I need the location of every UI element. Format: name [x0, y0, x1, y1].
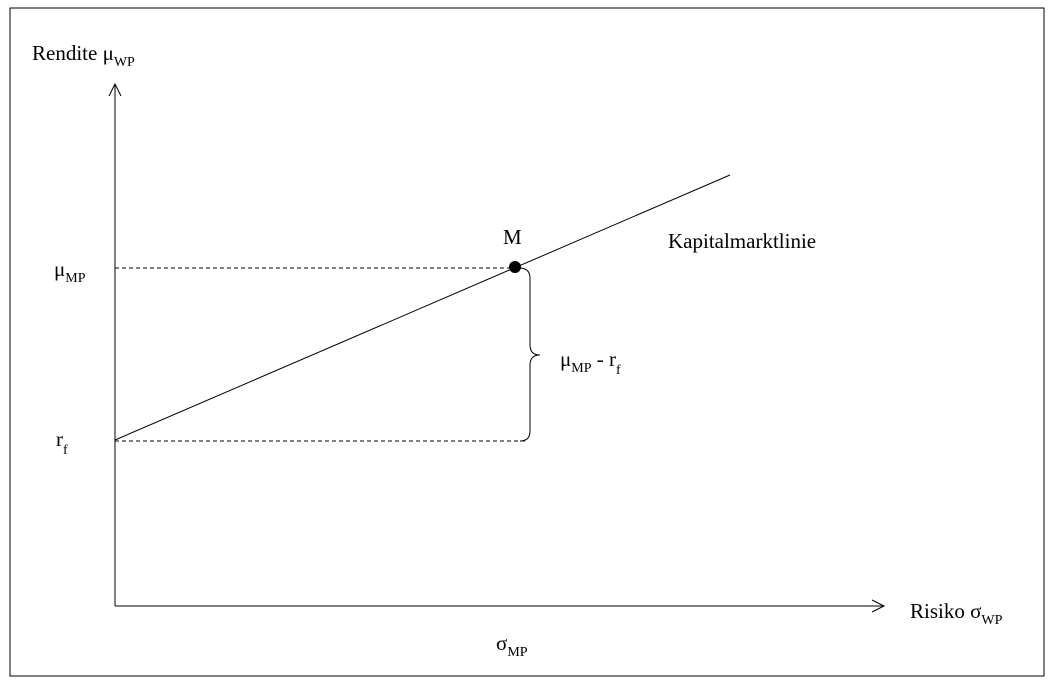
- y-arrow: [108, 82, 122, 97]
- label-text: Risiko σ: [910, 599, 981, 623]
- frame: [9, 7, 1045, 677]
- capital-market-line: [114, 174, 731, 441]
- y-axis-label: Rendite μWP: [32, 41, 135, 70]
- sigma-mp-label: σMP: [496, 631, 528, 660]
- x-arrow: [871, 599, 886, 613]
- label-text: r: [56, 427, 63, 451]
- label-sub: MP: [65, 271, 85, 286]
- label-sub: WP: [114, 55, 135, 70]
- label-text: σ: [496, 631, 507, 655]
- label-text: μ: [560, 347, 571, 371]
- market-point: [509, 261, 521, 273]
- label-text: - r: [592, 347, 617, 371]
- label-text: μ: [54, 257, 65, 281]
- line-label: Kapitalmarktlinie: [668, 229, 816, 253]
- label-sub: WP: [981, 613, 1002, 628]
- label-sub: MP: [507, 645, 527, 660]
- rf-label: rf: [56, 427, 68, 458]
- x-axis-label: Risiko σWP: [910, 599, 1003, 628]
- point-label: M: [503, 225, 522, 249]
- label-sub: MP: [571, 361, 591, 376]
- premium-label: μMP - rf: [560, 347, 621, 378]
- label-text: Rendite μ: [32, 41, 114, 65]
- brace: [518, 267, 541, 442]
- label-sub: f: [63, 443, 68, 458]
- mu-mp-label: μMP: [54, 257, 86, 286]
- label-sub: f: [616, 363, 621, 378]
